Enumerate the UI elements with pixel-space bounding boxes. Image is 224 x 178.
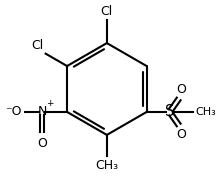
Text: +: + (46, 99, 54, 108)
Text: Cl: Cl (101, 5, 113, 18)
Text: O: O (37, 137, 47, 150)
Text: N: N (38, 105, 47, 119)
Text: O: O (177, 83, 186, 96)
Text: O: O (177, 128, 186, 141)
Text: ⁻O: ⁻O (5, 105, 21, 118)
Text: CH₃: CH₃ (95, 159, 118, 172)
Text: CH₃: CH₃ (195, 107, 216, 117)
Text: Cl: Cl (32, 39, 44, 52)
Text: S: S (165, 104, 174, 119)
